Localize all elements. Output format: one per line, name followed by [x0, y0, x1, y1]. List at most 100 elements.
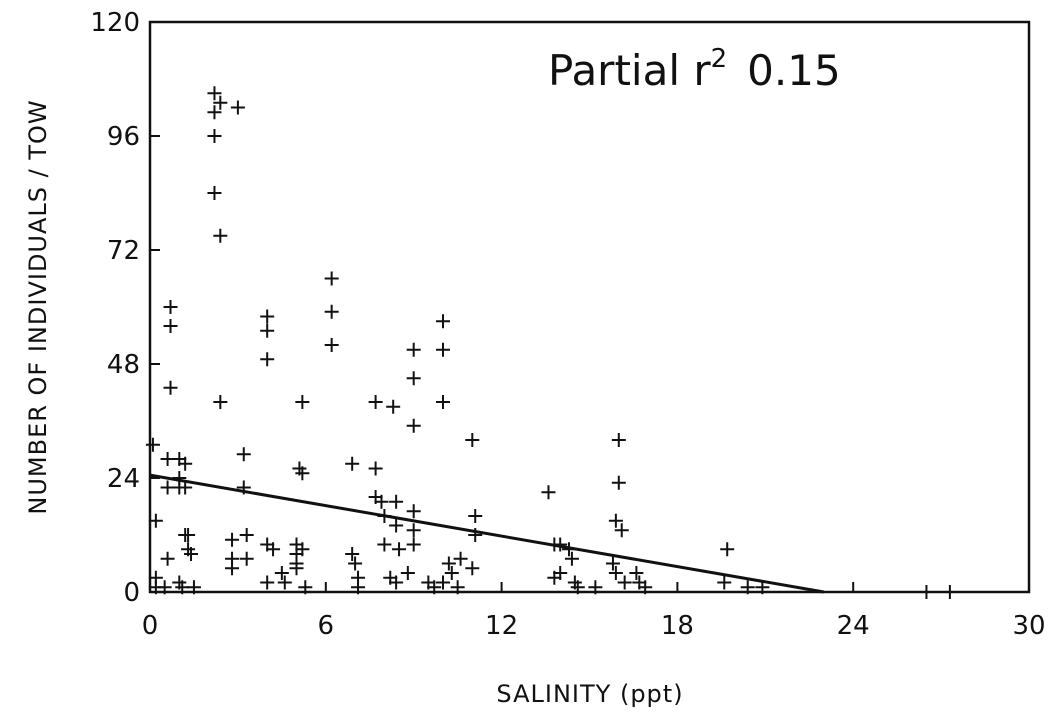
- plot-frame: [148, 20, 1031, 594]
- data-point: [588, 580, 603, 595]
- x-axis-title: SALINITY (ppt): [496, 680, 683, 708]
- data-point: [236, 447, 251, 462]
- data-point: [374, 494, 389, 509]
- data-point: [368, 395, 383, 409]
- data-point: [239, 551, 254, 566]
- data-point: [266, 542, 281, 557]
- data-point: [260, 309, 275, 324]
- data-point: [186, 580, 201, 595]
- data-point: [345, 547, 360, 561]
- data-point: [181, 528, 196, 542]
- data-point: [400, 566, 415, 580]
- data-point: [406, 504, 421, 519]
- data-point: [720, 542, 735, 557]
- data-point: [450, 580, 465, 595]
- data-point: [444, 566, 459, 580]
- x-tick-label: 24: [837, 611, 870, 641]
- data-point: [324, 304, 339, 319]
- regression-line: [149, 473, 825, 594]
- data-point: [351, 580, 366, 595]
- data-point: [274, 566, 289, 580]
- annotation-value: 0.15: [747, 46, 841, 95]
- data-point: [260, 575, 275, 590]
- data-point: [207, 86, 222, 101]
- y-tick-label: 48: [107, 350, 140, 380]
- data-point: [611, 433, 626, 447]
- data-point: [406, 523, 421, 538]
- data-point: [324, 271, 339, 286]
- data-point: [163, 300, 178, 314]
- data-point: [541, 485, 556, 500]
- x-tick-label: 12: [485, 611, 518, 641]
- data-point: [629, 566, 644, 580]
- data-point: [386, 399, 401, 414]
- data-point: [148, 513, 163, 528]
- data-point: [295, 395, 310, 409]
- data-point: [163, 319, 178, 333]
- y-axis-ticks: 0 24 48 72 96 120: [90, 8, 160, 608]
- data-point: [377, 537, 392, 552]
- data-point: [570, 580, 585, 595]
- data-point: [564, 551, 579, 566]
- data-point: [553, 537, 568, 552]
- data-point: [406, 342, 421, 357]
- data-point: [611, 475, 626, 490]
- data-point: [740, 580, 755, 595]
- data-point: [348, 556, 363, 571]
- data-point: [163, 380, 178, 395]
- data-point: [406, 537, 421, 552]
- x-tick-label: 30: [1012, 611, 1045, 641]
- y-axis-title: NUMBER OF INDIVIDUALS / TOW: [24, 99, 52, 514]
- data-point: [239, 528, 254, 542]
- x-tick-label: 18: [661, 611, 694, 641]
- data-point: [213, 395, 228, 409]
- data-point: [942, 585, 957, 599]
- data-point: [436, 314, 450, 329]
- data-point: [157, 580, 172, 595]
- data-point: [324, 338, 339, 352]
- data-point: [605, 556, 620, 571]
- data-point: [207, 105, 222, 120]
- annotation-superscript: 2: [711, 44, 728, 74]
- data-point: [614, 523, 629, 538]
- data-point: [389, 575, 404, 590]
- data-point: [368, 461, 383, 476]
- data-point: [436, 342, 450, 357]
- y-tick-label: 72: [107, 236, 140, 266]
- x-axis-ticks: 0 6 12 18 24 30: [142, 582, 1046, 641]
- data-point: [392, 542, 407, 557]
- annotation-partial-r2: Partial r2 0.15: [548, 44, 841, 95]
- data-points: [145, 86, 957, 599]
- data-point: [468, 509, 483, 523]
- data-point: [213, 95, 228, 110]
- data-point: [225, 532, 240, 547]
- data-point: [755, 580, 770, 595]
- data-point: [919, 585, 934, 599]
- data-point: [260, 323, 275, 338]
- data-point: [178, 480, 193, 495]
- data-point: [236, 480, 251, 495]
- data-point: [225, 561, 240, 576]
- data-point: [295, 542, 310, 557]
- data-point: [406, 418, 421, 433]
- data-point: [553, 566, 568, 580]
- data-point: [453, 551, 468, 566]
- data-point: [389, 494, 404, 509]
- data-point: [213, 228, 228, 243]
- data-point: [608, 566, 623, 580]
- data-point: [295, 466, 310, 481]
- fit-line-layer: [149, 473, 825, 594]
- annotation-text: Partial r: [548, 46, 711, 95]
- data-point: [289, 561, 304, 576]
- data-point: [441, 556, 456, 571]
- data-point: [638, 580, 653, 595]
- y-tick-label: 96: [107, 122, 140, 152]
- data-point: [436, 575, 450, 590]
- data-point: [230, 100, 245, 115]
- data-point: [561, 542, 576, 557]
- data-point: [465, 561, 480, 576]
- data-point: [178, 456, 193, 471]
- data-point: [207, 129, 222, 143]
- data-point: [436, 395, 450, 409]
